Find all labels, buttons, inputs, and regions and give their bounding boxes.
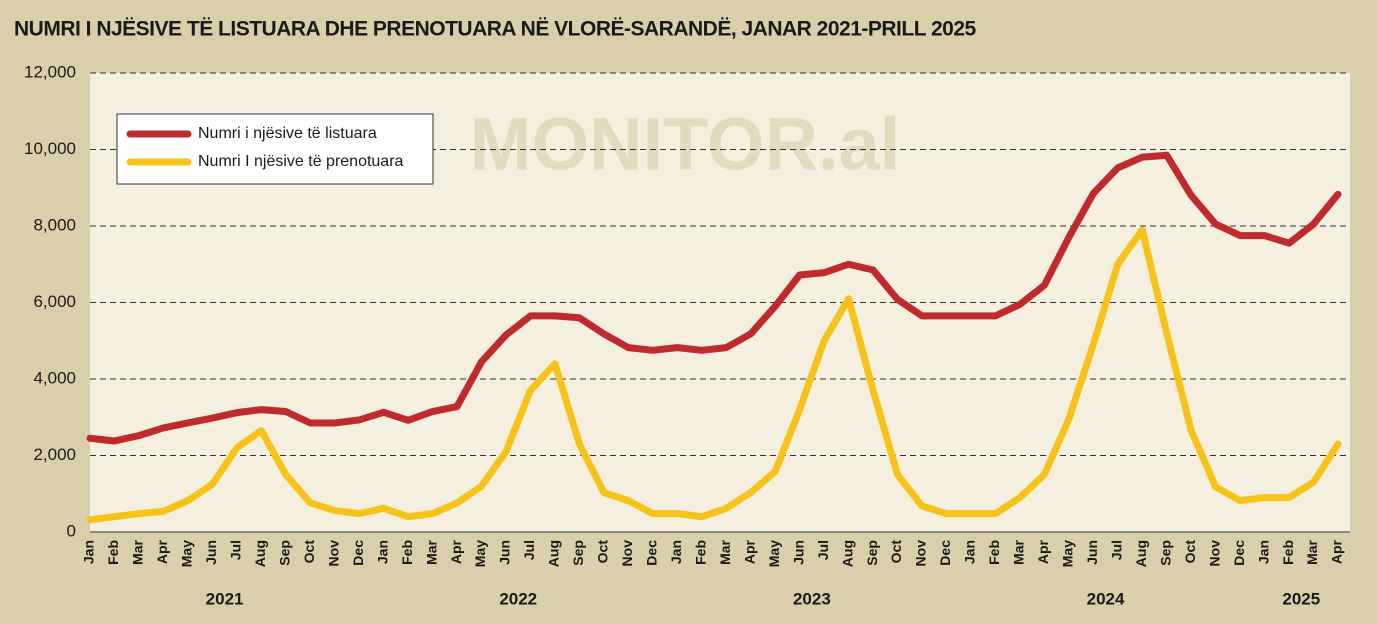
y-tick-label: 12,000 (24, 62, 76, 81)
x-tick-label: Jul (228, 540, 244, 560)
watermark: MONITOR.al (470, 103, 900, 186)
x-tick-label: Apr (448, 539, 464, 564)
year-label: 2023 (793, 589, 831, 608)
x-tick-label: Sep (1157, 540, 1173, 566)
x-tick-label: May (179, 540, 195, 567)
y-tick-label: 0 (67, 521, 76, 540)
x-tick-label: Jan (1255, 540, 1271, 564)
x-tick-label: May (1060, 540, 1076, 567)
series-line (86, 151, 1342, 445)
y-tick-label: 8,000 (33, 215, 76, 234)
x-tick-label: Apr (1035, 539, 1051, 564)
year-label: 2025 (1282, 589, 1320, 608)
x-tick-label: Sep (864, 540, 880, 566)
x-tick-label: May (766, 540, 782, 567)
y-tick-label: 2,000 (33, 445, 76, 464)
x-tick-label: Nov (619, 540, 635, 567)
series-line (86, 226, 1342, 524)
x-tick-label: Oct (1182, 540, 1198, 564)
year-label: 2021 (206, 589, 244, 608)
x-tick-label: Feb (692, 540, 708, 565)
x-tick-label: Jun (790, 540, 806, 565)
x-tick-label: Apr (1329, 539, 1345, 564)
x-tick-label: Feb (105, 540, 121, 565)
x-tick-label: Nov (1206, 540, 1222, 567)
x-tick-label: Nov (325, 540, 341, 567)
x-tick-label: Jan (374, 540, 390, 564)
legend-label: Numri i njësive të listuara (198, 125, 377, 142)
x-tick-label: Jul (1108, 540, 1124, 560)
x-tick-label: Mar (130, 539, 146, 564)
year-label: 2022 (499, 589, 537, 608)
x-tick-label: Jul (815, 540, 831, 560)
y-tick-label: 10,000 (24, 139, 76, 158)
x-tick-label: Aug (546, 540, 562, 567)
x-tick-label: Feb (986, 540, 1002, 565)
x-tick-label: Feb (1280, 540, 1296, 565)
chart-title: NUMRI I NJËSIVE TË LISTUARA DHE PRENOTUA… (14, 18, 977, 41)
x-tick-label: Jun (1084, 540, 1100, 565)
x-tick-label: May (472, 540, 488, 567)
y-tick-label: 6,000 (33, 292, 76, 311)
x-tick-label: Oct (301, 540, 317, 564)
x-tick-label: Mar (1304, 539, 1320, 564)
x-tick-label: Dec (1231, 540, 1247, 566)
x-tick-label: Feb (399, 540, 415, 565)
x-tick-label: Apr (741, 539, 757, 564)
x-tick-label: Aug (1133, 540, 1149, 567)
x-tick-label: Dec (350, 540, 366, 566)
x-tick-label: Sep (570, 540, 586, 566)
x-tick-label: Oct (888, 540, 904, 564)
x-tick-label: Dec (937, 540, 953, 566)
legend-label: Numri I njësive të prenotuara (198, 153, 404, 170)
year-label: 2024 (1087, 589, 1125, 608)
x-tick-label: Jan (962, 540, 978, 564)
x-tick-label: Apr (154, 539, 170, 564)
x-tick-label: Aug (839, 540, 855, 567)
x-tick-label: Nov (913, 540, 929, 567)
y-tick-label: 4,000 (33, 368, 76, 387)
x-tick-label: Dec (644, 540, 660, 566)
x-tick-label: Mar (717, 539, 733, 564)
x-tick-label: Jan (81, 540, 97, 564)
x-tick-label: Jul (521, 540, 537, 560)
x-tick-label: Mar (1011, 539, 1027, 564)
x-tick-label: Jan (668, 540, 684, 564)
x-tick-label: Oct (595, 540, 611, 564)
x-tick-label: Aug (252, 540, 268, 567)
legend-box (116, 113, 434, 185)
x-tick-label: Jun (497, 540, 513, 565)
x-tick-label: Mar (423, 539, 439, 564)
x-tick-label: Jun (203, 540, 219, 565)
x-tick-label: Sep (276, 540, 292, 566)
